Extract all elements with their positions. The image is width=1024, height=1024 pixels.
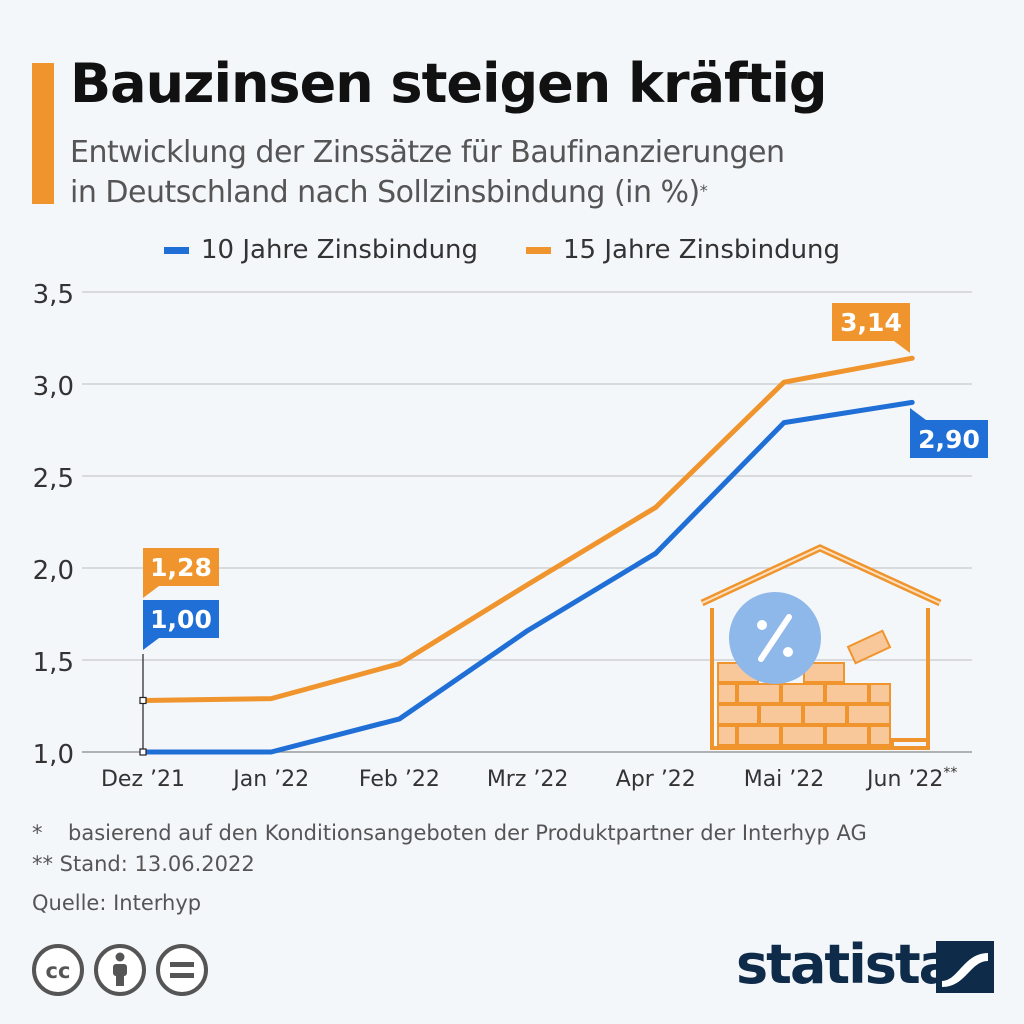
x-tick-label: Apr ’22 [616,767,696,792]
x-tick-label: Mrz ’22 [487,767,569,792]
brick [869,725,891,746]
house-roof [700,544,942,607]
brick [825,725,869,746]
value-label-text: 3,14 [840,308,902,337]
footnote-2: ** Stand: 13.06.2022 [32,852,255,876]
house-wall-right [890,608,930,750]
y-tick-label: 2,5 [33,464,74,494]
x-tick-label: Feb ’22 [359,767,440,792]
subtitle-line-2: in Deutschland nach Sollzinsbindung (in … [70,175,700,210]
legend-label-10-jahre: 10 Jahre Zinsbindung [201,235,479,265]
value-label-text: 2,90 [918,425,980,454]
subtitle-footnote-mark: * [699,181,708,200]
x-tick-label: Jan ’22 [231,767,309,792]
house-roof-inner [701,546,941,604]
legend-label-15-jahre: 15 Jahre Zinsbindung [563,235,841,265]
footnotes: * basierend auf den Konditionsangeboten d… [32,818,992,919]
legend-swatch-blue [164,246,189,254]
y-tick-label: 3,5 [33,280,74,310]
cc-icon: cc [32,944,84,996]
chart-subtitle: Entwicklung der Zinssätze für Baufinanzi… [70,133,970,213]
x-tick-label: Dez ’21 [101,767,185,792]
brick [717,725,737,746]
y-tick-label: 3,0 [33,372,74,402]
brick [781,725,825,746]
brick [847,704,891,725]
y-tick-label: 1,0 [33,740,74,770]
x-tick-label: Jun ’22** [865,765,957,792]
value-label: 3,14 [832,303,910,353]
chart-lines [140,355,915,755]
value-label: 1,00 [143,600,219,650]
footnote-1: * basierend auf den Konditionsangeboten d… [32,818,992,849]
legend-swatch-orange [526,246,551,254]
statista-logo-icon [936,941,994,993]
brand-name: statista [736,933,955,996]
brick [781,683,825,704]
annotation-marker [139,748,147,756]
brand-logo: statista [736,933,996,999]
chart-legend: 10 Jahre Zinsbindung 15 Jahre Zinsbindun… [0,232,1024,268]
brick [759,704,803,725]
nd-icon [156,944,208,996]
series-line-1 [140,355,915,703]
brick-wall [717,629,892,746]
y-tick-label: 1,5 [33,648,74,678]
chart-grid: 3,5 3,0 2,5 2,0 1,5 1,0 [33,280,972,770]
brick [717,683,737,704]
license-icons: cc [32,944,208,996]
value-label-text: 1,28 [150,553,212,582]
value-label: 2,90 [910,408,988,458]
source-note: Quelle: Interhyp [32,891,202,915]
brick [803,704,847,725]
by-icon [94,944,146,996]
annotation-marker [139,696,147,705]
brick [825,683,869,704]
x-tick-label: Mai ’22 [744,767,825,792]
subtitle-line-1: Entwicklung der Zinssätze für Baufinanzi… [70,135,785,170]
brick [717,704,759,725]
brick [869,683,891,704]
accent-bar [32,63,54,204]
legend-item-15-jahre: 15 Jahre Zinsbindung [526,232,840,268]
footnote-1-mark: * [32,821,43,845]
svg-text:cc: cc [46,959,71,983]
legend-item-10-jahre: 10 Jahre Zinsbindung [164,232,478,268]
page-title: Bauzinsen steigen kräftig [70,52,827,115]
series-line-0 [140,399,915,755]
house-bricks-percent-icon [700,544,942,750]
chart-value-labels: 1,28 1,00 3,14 2,90 [139,303,988,756]
y-tick-label: 2,0 [33,556,74,586]
house-wall-left [710,608,890,750]
value-label-text: 1,00 [150,605,212,634]
percent-icon [757,614,793,662]
brick [737,725,781,746]
value-label: 1,28 [143,548,219,598]
footnote-1-text: basierend auf den Konditionsangeboten de… [68,821,867,845]
falling-brick [846,629,892,665]
x-axis: Dez ’21 Jan ’22 Feb ’22 Mrz ’22 Apr ’22 Mai ’… [101,765,957,792]
line-chart: 3,5 3,0 2,5 2,0 1,5 1,0 [33,280,988,792]
brick [737,683,781,704]
